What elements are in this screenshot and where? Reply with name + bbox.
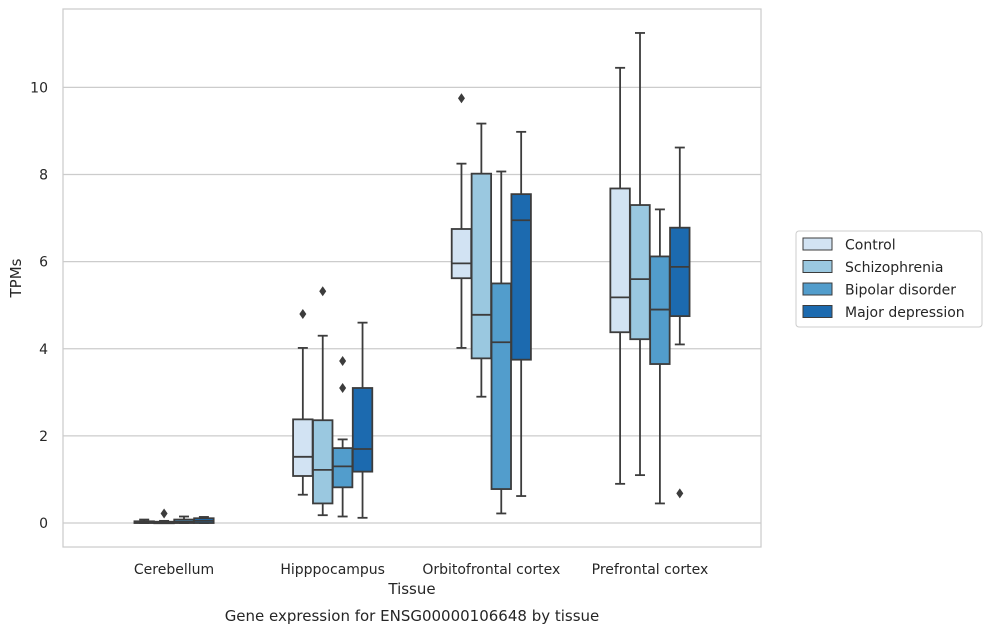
box-schizophrenia — [312, 286, 334, 517]
legend-label: Control — [845, 238, 896, 254]
box-schizophrenia — [470, 122, 493, 398]
x-tick-label: Prefrontal cortex — [592, 562, 709, 578]
legend-frame — [795, 230, 983, 328]
box-control — [133, 518, 155, 524]
legend-swatch — [802, 305, 833, 318]
legend-label: Major depression — [845, 305, 965, 321]
box-iqr — [312, 419, 334, 505]
box-control — [609, 66, 631, 485]
outlier-point — [339, 382, 347, 393]
box-iqr — [450, 228, 473, 280]
box-bipolar-disorder — [173, 515, 195, 524]
outlier-point — [160, 508, 168, 519]
boxes-layer — [133, 32, 691, 525]
gridlines — [63, 86, 761, 524]
box-iqr — [629, 204, 651, 341]
box-schizophrenia — [629, 32, 651, 477]
box-bipolar-disorder — [490, 170, 512, 515]
legend-label: Schizophrenia — [845, 260, 943, 276]
box-iqr — [351, 387, 374, 473]
box-iqr — [470, 172, 493, 360]
box-bipolar-disorder — [331, 355, 354, 518]
outlier-point — [339, 355, 347, 366]
x-axis-title: Tissue — [387, 580, 435, 598]
legend-swatch — [802, 282, 833, 296]
box-iqr — [292, 418, 314, 477]
box-major-depression — [669, 146, 691, 499]
y-axis-title: TPMs — [7, 258, 25, 298]
box-iqr — [510, 193, 532, 361]
outlier-point — [676, 488, 684, 499]
y-tick-labels: 0 2 4 6 8 10 — [30, 80, 48, 532]
outlier-point — [299, 308, 307, 319]
plot-area-frame — [62, 8, 762, 548]
x-tick-labels: Cerebellum Hipppocampus Orbitofrontal cort… — [134, 562, 708, 578]
box-control — [292, 308, 314, 496]
outlier-point — [319, 286, 327, 297]
box-schizophrenia — [153, 508, 175, 525]
legend-swatch — [802, 237, 833, 251]
box-iqr — [331, 447, 354, 489]
box-bipolar-disorder — [649, 208, 671, 505]
x-tick-label: Cerebellum — [134, 562, 214, 578]
box-iqr — [609, 187, 631, 334]
y-tick-label: 4 — [39, 342, 48, 358]
outlier-point — [457, 93, 465, 104]
box-major-depression — [351, 321, 374, 519]
legend-label: Bipolar disorder — [845, 283, 956, 299]
y-tick-label: 2 — [39, 429, 48, 445]
x-tick-label: Orbitofrontal cortex — [422, 562, 560, 578]
y-tick-label: 10 — [30, 80, 48, 96]
y-tick-label: 6 — [39, 255, 48, 271]
figure-caption: Gene expression for ENSG00000106648 by t… — [225, 607, 600, 625]
legend: Control Schizophrenia Bipolar disorder Majo… — [795, 230, 983, 328]
box-iqr — [490, 282, 512, 490]
y-tick-label: 0 — [39, 516, 48, 532]
box-control — [450, 93, 473, 349]
box-major-depression — [193, 516, 215, 524]
y-tick-label: 8 — [39, 168, 48, 184]
box-major-depression — [510, 130, 532, 497]
box-iqr — [669, 226, 691, 318]
x-tick-label: Hipppocampus — [280, 562, 385, 578]
legend-swatch — [802, 260, 833, 273]
